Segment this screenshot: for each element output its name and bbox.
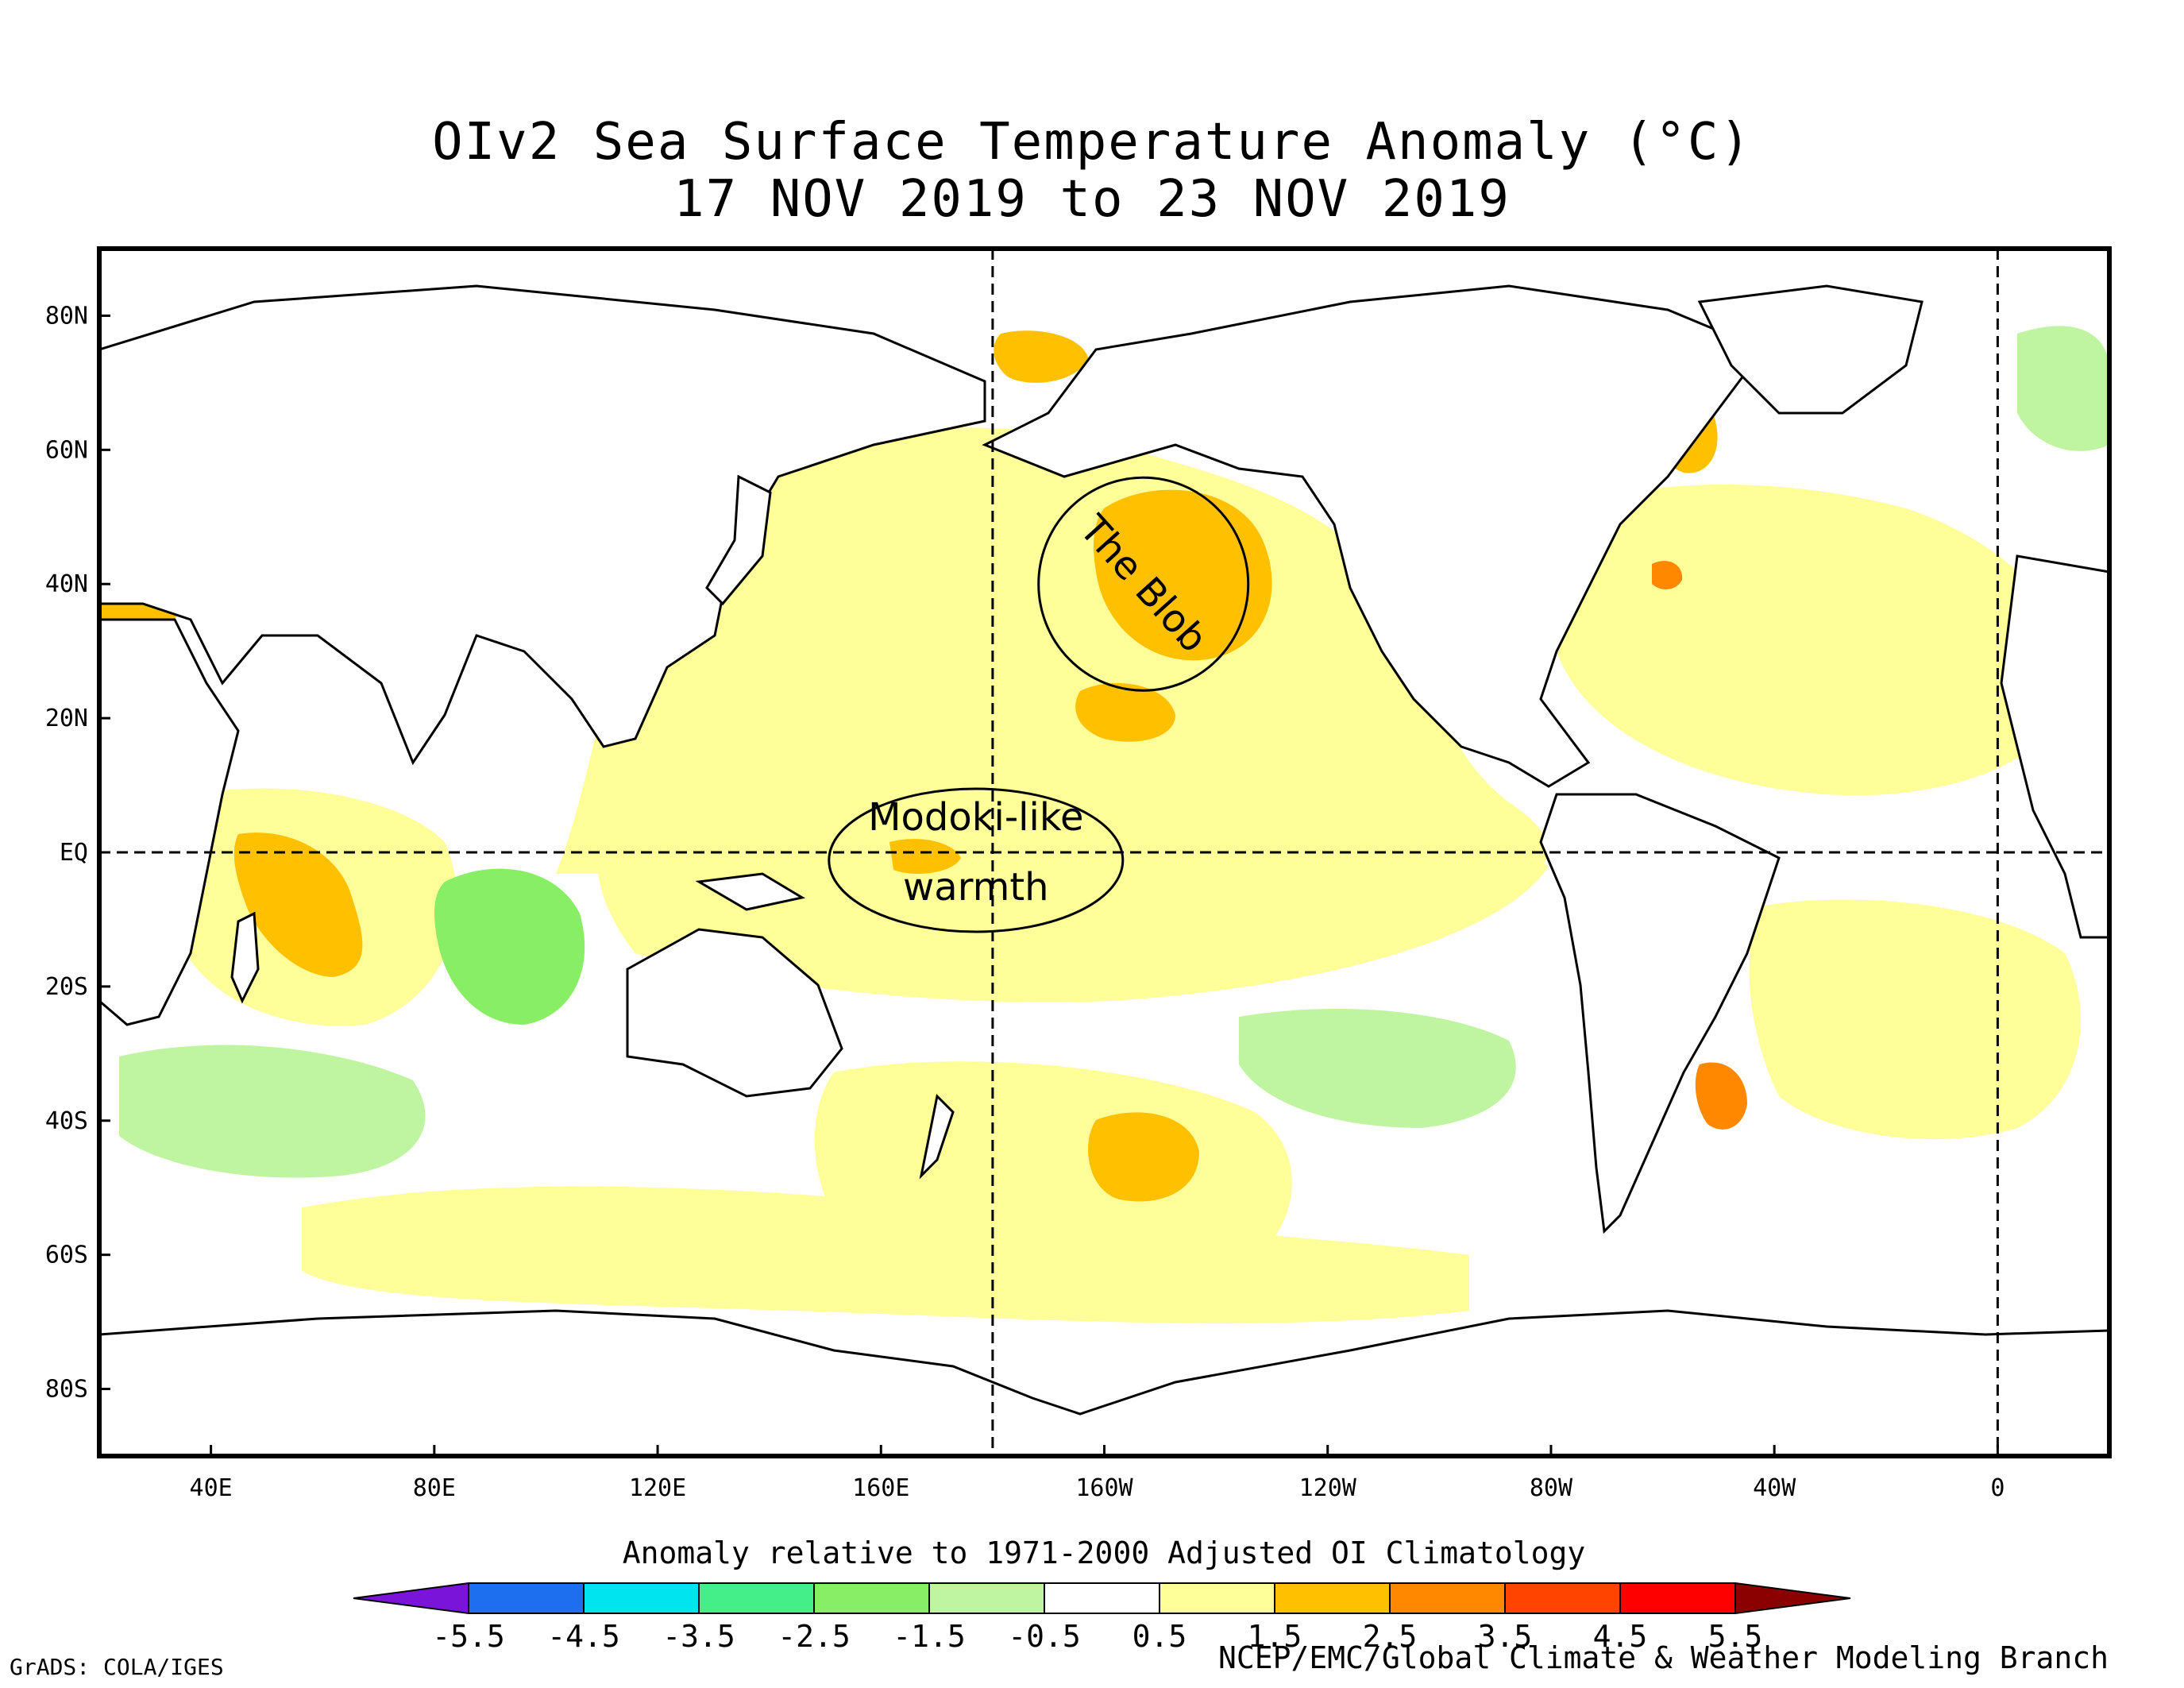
colorbar-tick-label: -1.5: [893, 1619, 966, 1654]
lon-tick-label: 0: [1990, 1474, 2005, 1502]
credit-ncep: NCEP/EMC/Global Climate & Weather Modeli…: [1218, 1640, 2109, 1675]
lat-tick-label: 20S: [45, 973, 88, 1001]
continent-outlines: [99, 284, 2109, 1456]
anomaly-region-southeast-pacific: [1239, 1009, 1516, 1128]
continent-africa: [99, 618, 240, 1026]
anomaly-region-east-indian-ocean: [434, 868, 585, 1025]
colorbar-segment: [1159, 1582, 1275, 1614]
lon-tick-label: 40E: [190, 1474, 233, 1502]
map-panel: The Blob Modoki-like warmth: [99, 249, 2109, 1456]
modoki-annotation-label-line-1: Modoki-like: [868, 795, 1083, 840]
colorbar-tick-label: 3.5: [1478, 1619, 1533, 1654]
lat-tick-label: 20N: [45, 705, 88, 732]
colorbar-segment: [1389, 1582, 1506, 1614]
continent-west-africa: [2000, 554, 2109, 939]
lon-tick-label: 40W: [1753, 1474, 1796, 1502]
anomaly-region-tropical-pacific: [597, 809, 1549, 1002]
continent-new-zealand: [919, 1093, 955, 1180]
anomaly-region-gulf-stream: [1652, 561, 1683, 589]
lon-tick-label: 80E: [413, 1474, 456, 1502]
lat-tick-label: 80N: [45, 302, 88, 330]
continent-new-guinea: [695, 872, 806, 911]
continent-madagascar: [230, 911, 260, 1004]
lon-tick-label: 120W: [1299, 1474, 1357, 1502]
anomaly-region-south-atlantic: [1749, 899, 2081, 1140]
lon-tick-label: 160E: [852, 1474, 909, 1502]
colorbar-tick-label: 4.5: [1593, 1619, 1648, 1654]
continent-north-america: [982, 284, 1765, 788]
modoki-annotation-label-line-2: warmth: [903, 865, 1049, 910]
anomaly-region-subpolar-atlantic: [2017, 326, 2109, 451]
lon-tick-label: 80W: [1530, 1474, 1573, 1502]
lat-tick-label: 40S: [45, 1107, 88, 1135]
colorbar-segment: [583, 1582, 700, 1614]
modoki-annotation-ellipse: [828, 787, 1125, 933]
lon-tick-label: 120E: [629, 1474, 686, 1502]
anomaly-region-west-indian-ocean: [233, 832, 363, 977]
colorbar-tick-label: 2.5: [1363, 1619, 1418, 1654]
anomaly-region-hawaii-warmth: [1075, 683, 1175, 742]
anomaly-region-southwest-pacific: [1088, 1112, 1199, 1202]
colorbar-segment: [1044, 1582, 1160, 1614]
lat-tick-label: 40N: [45, 570, 88, 598]
colorbar-segment: [1274, 1582, 1391, 1614]
colorbar-segment: [1619, 1582, 1736, 1614]
colorbar-extension-high: [1734, 1582, 1851, 1615]
anomaly-shading: [99, 326, 2109, 1323]
lat-tick-label: EQ: [60, 839, 88, 867]
lat-tick-label: 80S: [45, 1376, 88, 1404]
colorbar-segment: [1504, 1582, 1621, 1614]
colorbar-tick-label: -2.5: [778, 1619, 851, 1654]
continent-south-america: [1539, 793, 1781, 1234]
continent-australia: [626, 928, 843, 1098]
colorbar-tick-label: -4.5: [547, 1619, 620, 1654]
blob-annotation-circle: [1037, 476, 1250, 692]
colorbar-tick-label: -5.5: [432, 1619, 505, 1654]
continent-japan: [705, 474, 772, 606]
anomaly-region-the-blob: [1094, 489, 1272, 661]
colorbar-segment: [928, 1582, 1045, 1614]
colorbar-segment: [698, 1582, 815, 1614]
colorbar-segment: [468, 1582, 585, 1614]
lon-tick-label: 160W: [1075, 1474, 1133, 1502]
anomaly-region-southwest-atlantic: [1695, 1062, 1747, 1130]
colorbar: [353, 1582, 1851, 1615]
continent-eurasia: [99, 284, 986, 766]
colorbar-tick-label: -3.5: [662, 1619, 735, 1654]
anomaly-region-arctic-chukchi: [994, 330, 1088, 383]
colorbar-tick-label: 1.5: [1248, 1619, 1302, 1654]
continent-antarctica: [99, 1309, 2109, 1456]
lat-tick-label: 60N: [45, 436, 88, 464]
colorbar-tick-label: 5.5: [1708, 1619, 1763, 1654]
anomaly-region-south-indian-ocean: [119, 1045, 426, 1178]
colorbar-tick-label: 0.5: [1133, 1619, 1187, 1654]
lat-tick-label: 60S: [45, 1242, 88, 1269]
title-line-2: 17 NOV 2019 to 23 NOV 2019: [673, 170, 1511, 229]
colorbar-caption: Anomaly relative to 1971-2000 Adjusted O…: [623, 1535, 1586, 1570]
colorbar-tick-label: -0.5: [1008, 1619, 1081, 1654]
colorbar-labels: -5.5 -4.5 -3.5 -2.5 -1.5 -0.5 0.5 1.5 2.5 3.5 4.5 5…: [432, 1619, 1762, 1654]
latitude-axis: 80N 60N 40N 20N EQ 20S 40S 60S 80S: [45, 302, 110, 1404]
title-line-1: OIv2 Sea Surface Temperature Anomaly (°C…: [432, 113, 1752, 172]
colorbar-segment: [813, 1582, 930, 1614]
anomaly-region-north-atlantic: [1545, 485, 2081, 796]
continent-greenland: [1697, 284, 1924, 415]
longitude-axis: 40E 80E 120E 160E 160W 120W 80W 40W 0: [190, 1445, 2005, 1502]
credit-grads: GrADS: COLA/IGES: [10, 1654, 224, 1680]
anomaly-region-north-pacific: [556, 427, 1549, 874]
anomaly-region-southern-ocean: [302, 1186, 1469, 1323]
anomaly-region-modoki-warmth: [889, 839, 961, 874]
colorbar-extension-low: [353, 1582, 469, 1615]
